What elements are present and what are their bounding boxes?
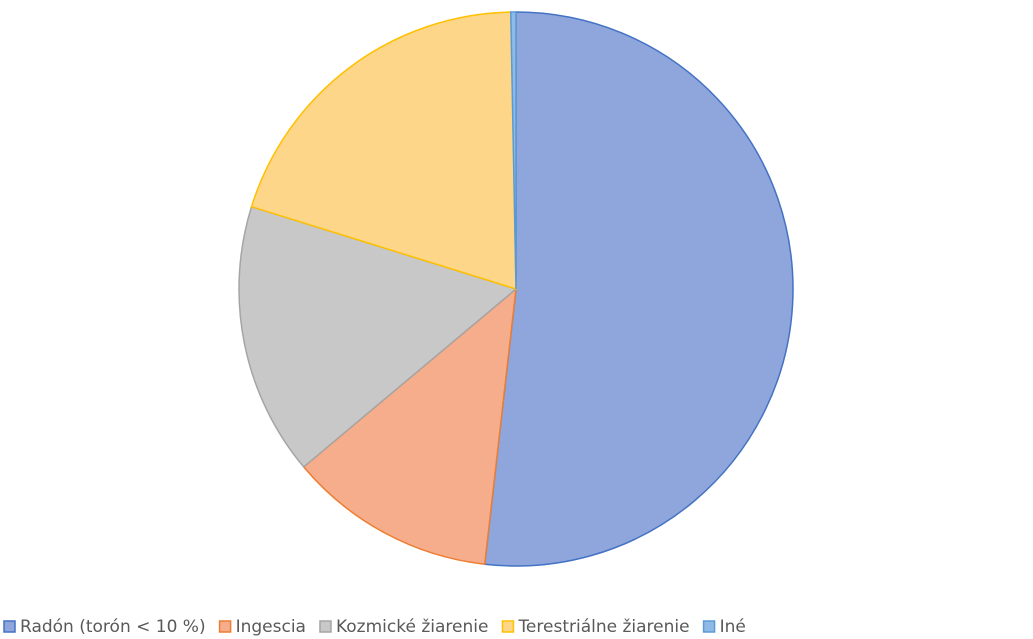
pie-slice	[250, 11, 517, 291]
legend-label: Iné	[720, 617, 746, 637]
pie-slice	[483, 11, 794, 567]
legend-label: Radón (torón < 10 %)	[20, 617, 206, 637]
pie-slice	[238, 205, 518, 468]
legend-swatch	[501, 620, 515, 633]
pie-slice	[302, 287, 517, 566]
legend-label: Kozmické žiarenie	[336, 617, 488, 637]
legend-swatch	[3, 620, 16, 633]
legend-label: Terestriálne žiarenie	[517, 617, 689, 637]
legend-swatch	[218, 620, 232, 633]
pie-slice	[510, 11, 517, 290]
legend-label: Ingescia	[236, 617, 306, 637]
legend-swatch	[319, 620, 332, 633]
legend-swatch	[702, 620, 716, 633]
